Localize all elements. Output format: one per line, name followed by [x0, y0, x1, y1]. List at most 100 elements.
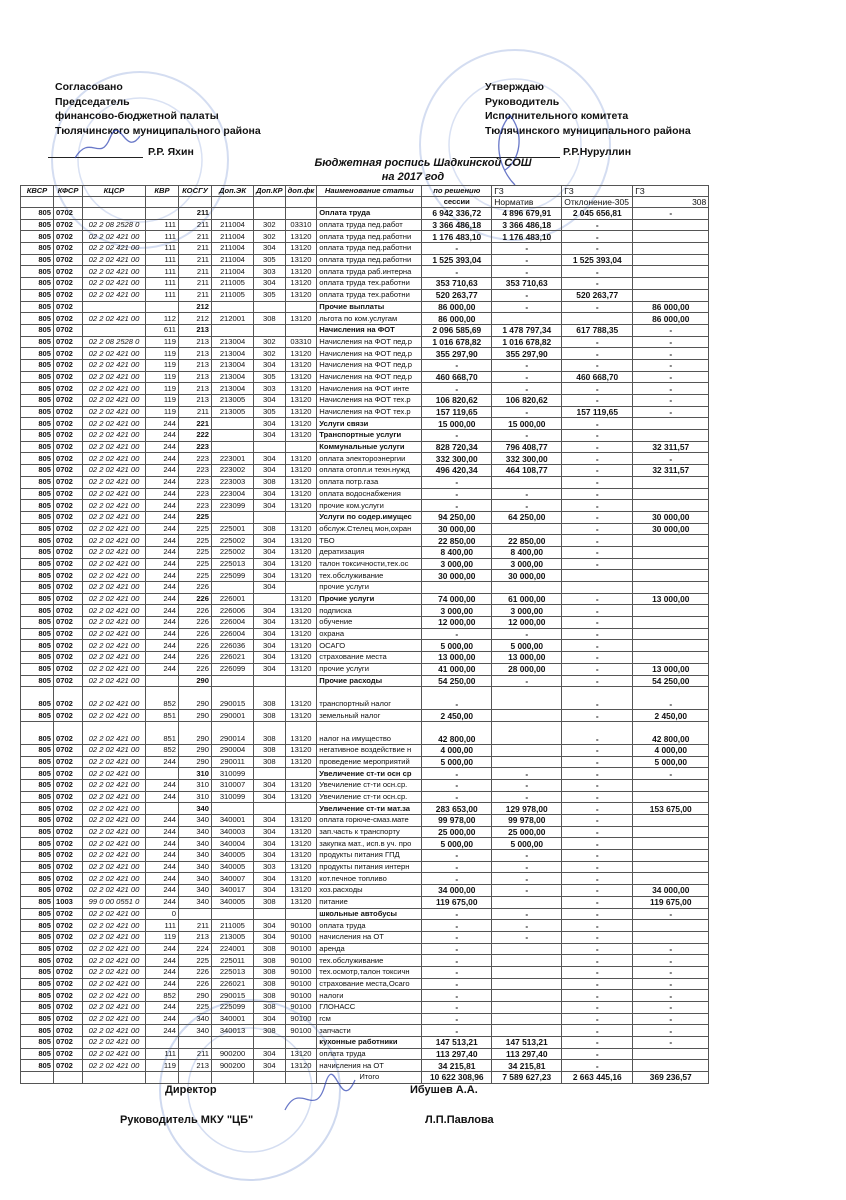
cell-kfsr: 0702	[53, 884, 83, 897]
table-row: 805 0702 02 2 02 421 00 244 225 225001 308 1312…	[20, 522, 710, 536]
cell-gz-308	[632, 218, 710, 232]
cell-kvsr: 805	[20, 674, 54, 688]
cell-kvr: 244	[145, 592, 179, 606]
cell-by-decision: -	[421, 242, 493, 255]
cell-by-decision: -	[421, 686, 493, 711]
cell-kvsr: 805	[20, 277, 54, 290]
table-row: 805 0702 02 2 02 421 00 244 226 226021 304 1312…	[20, 651, 710, 664]
table-row: 805 0702 02 2 02 421 00 111 211 211004 302 1312…	[20, 230, 710, 244]
cell-kfsr: 0702	[53, 557, 83, 571]
cell-dop-ek: 225013	[211, 965, 254, 979]
cell-kcsr: 02 2 02 421 00	[82, 651, 146, 664]
cell-by-decision: -	[421, 1001, 493, 1014]
cell-kvr: 244	[145, 662, 179, 676]
cell-gz-308: -	[632, 767, 710, 780]
cell-kvr: 244	[145, 440, 179, 454]
cell-kcsr: 02 2 02 421 00	[82, 417, 146, 431]
cell-dop-ek: 211004	[211, 265, 254, 279]
cell-kvr: 611	[145, 323, 179, 337]
cell-kvsr: 805	[20, 581, 54, 594]
cell-dop-ek: 290004	[211, 743, 254, 757]
cell-dop-kr: 302	[253, 347, 286, 360]
table-row: 805 0702 211 Оплата труда 6 942 336,72 4 896 …	[20, 207, 710, 220]
cell-item-name: ТБО	[316, 534, 423, 547]
cell-gz-normative: 353 710,63	[491, 277, 563, 290]
cell-kosgu: 340	[178, 1012, 212, 1026]
cell-gz-deviation-305: -	[561, 755, 634, 769]
cell-kcsr: 99 0 00 0551 0	[82, 895, 146, 909]
cell-gz-308: 119 675,00	[632, 895, 710, 909]
cell-by-decision: 147 513,21	[421, 1036, 493, 1049]
cell-dop-kr: 305	[253, 253, 286, 267]
cell-gz-normative: -	[491, 907, 563, 921]
cell-kfsr: 0702	[53, 358, 83, 372]
cell-kosgu: 223	[178, 464, 212, 477]
cell-dop-fk: 13120	[284, 312, 318, 325]
cell-kvr: 244	[145, 475, 179, 489]
cell-item-name: зап.часть к транспорту	[316, 825, 423, 839]
cell-dop-ek	[211, 300, 254, 314]
cell-kosgu: 223	[178, 452, 212, 466]
table-row: 805 0702 02 2 02 421 00 119 213 900200 304 1312…	[20, 1059, 710, 1073]
table-row: 805 0702 02 2 02 421 00 244 225 225013 304 1312…	[20, 557, 710, 571]
cell-kcsr: 02 2 02 421 00	[82, 919, 146, 932]
cell-dop-ek: 226036	[211, 639, 254, 653]
cell-kfsr: 0702	[53, 1024, 83, 1038]
cell-gz-308	[632, 1059, 710, 1073]
table-row: 805 0702 02 2 02 421 00 244 226 226036 304 1312…	[20, 639, 710, 653]
cell-dop-kr	[253, 510, 286, 524]
cell-gz-308: 5 000,00	[632, 755, 710, 769]
cell-kvr: 112	[145, 312, 179, 325]
cell-by-decision: -	[421, 989, 493, 1002]
cell-dop-fk: 13120	[284, 382, 318, 395]
cell-dop-ek: 226099	[211, 662, 254, 676]
cell-gz-deviation-305: -	[561, 335, 634, 349]
cell-kvsr: 805	[20, 569, 54, 582]
cell-kvsr: 805	[20, 709, 54, 722]
cell-dop-kr: 304	[253, 545, 286, 559]
cell-kosgu: 211	[178, 242, 212, 255]
cell-dop-ek: 290015	[211, 989, 254, 1002]
cell-kcsr: 02 2 02 421 00	[82, 907, 146, 921]
cell-kfsr: 0702	[53, 487, 83, 501]
cell-kfsr: 0702	[53, 790, 83, 804]
table-row: 805 0702 611 213 Начисления на ФОТ 2 096 585,…	[20, 323, 710, 337]
cell-dop-ek: 211004	[211, 253, 254, 267]
table-row: 805 0702 02 2 02 421 00 340 Увеличение ст-ти…	[20, 802, 710, 815]
cell-gz-308	[632, 242, 710, 255]
table-row: 805 0702 02 2 02 421 00 119 213 213005 304 1312…	[20, 394, 710, 407]
cell-gz-308	[632, 288, 710, 302]
cell-gz-normative: 5 000,00	[491, 639, 563, 653]
table-row: 805 0702 02 2 02 421 00 244 226 304 прочие усл…	[20, 581, 710, 594]
cell-kvr: 111	[145, 919, 179, 932]
cell-dop-ek	[211, 907, 254, 921]
cell-gz-deviation-305: -	[561, 662, 634, 676]
cell-gz-308	[632, 569, 710, 582]
table-row: 805 0702 02 2 02 421 00 244 226 226004 304 1312…	[20, 627, 710, 641]
table-row: 805 0702 02 2 02 421 00 244 290 290011 308 1312…	[20, 755, 710, 769]
cell-dop-kr: 308	[253, 475, 286, 489]
cell-by-decision: 5 000,00	[421, 639, 493, 653]
cell-dop-fk: 90100	[284, 1012, 318, 1026]
cell-kosgu: 310	[178, 778, 212, 792]
cell-kvr: 244	[145, 1024, 179, 1038]
cell-kcsr: 02 2 02 421 00	[82, 884, 146, 897]
cell-gz-normative: -	[491, 790, 563, 804]
cell-gz-normative	[491, 522, 563, 536]
cell-dop-kr: 303	[253, 860, 286, 874]
cell-gz-308: -	[632, 942, 710, 956]
cell-item-name: оплата труда пед.работ	[316, 218, 423, 232]
cell-dop-kr: 304	[253, 837, 286, 851]
cell-kcsr: 02 2 02 421 00	[82, 849, 146, 862]
cell-gz-308: -	[632, 1001, 710, 1014]
cell-dop-kr: 302	[253, 335, 286, 349]
cell-kfsr: 0702	[53, 1001, 83, 1014]
cell-dop-kr: 304	[253, 814, 286, 827]
cell-kosgu: 226	[178, 639, 212, 653]
cell-item-name: Начисления на ФОТ	[316, 323, 423, 337]
cell-kcsr: 02 2 02 421 00	[82, 569, 146, 582]
cell-gz-308	[632, 581, 710, 594]
cell-gz-308: 34 000,00	[632, 884, 710, 897]
cell-kcsr: 02 2 02 421 00	[82, 405, 146, 419]
cell-kcsr: 02 2 02 421 00	[82, 825, 146, 839]
